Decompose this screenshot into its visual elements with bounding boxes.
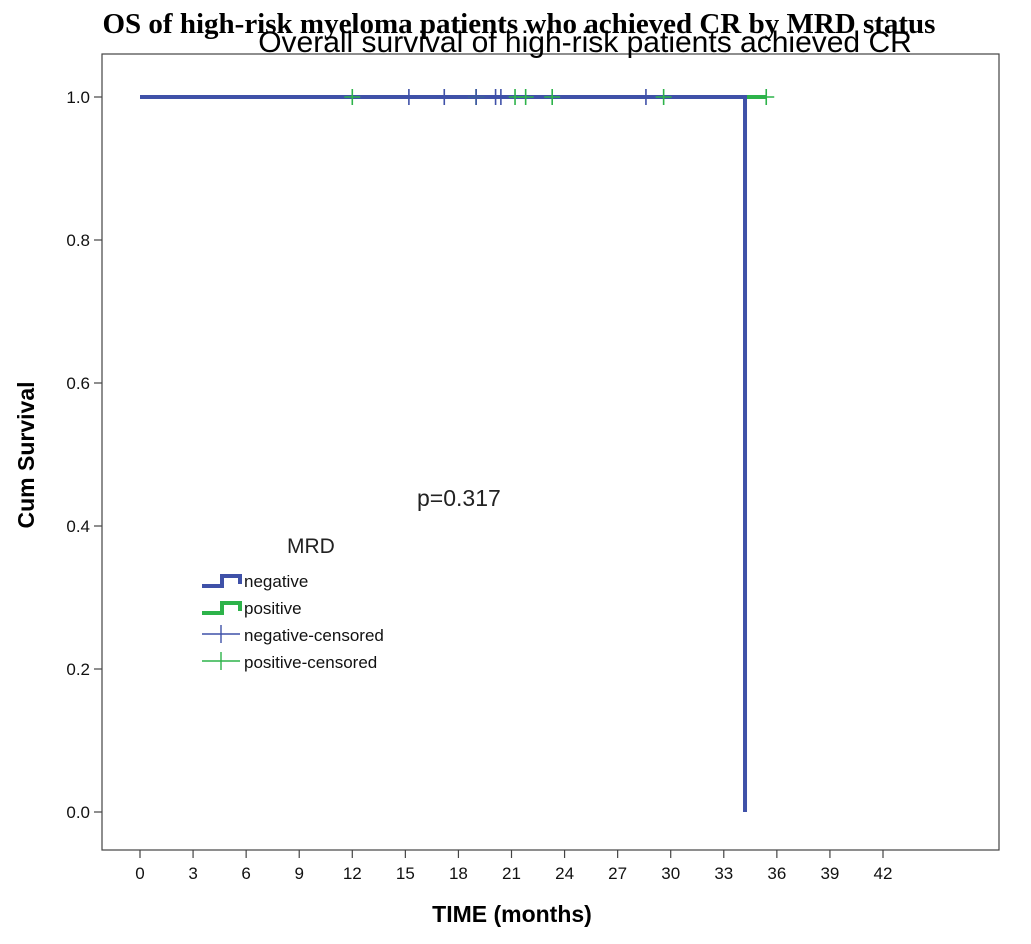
- legend-entry-positive-censored: positive-censored: [202, 652, 377, 672]
- x-tick-label: 27: [608, 864, 627, 883]
- y-tick-label: 1.0: [66, 88, 90, 107]
- x-axis-label: TIME (months): [432, 901, 592, 927]
- x-tick-label: 36: [767, 864, 786, 883]
- censor-mark-negative: [436, 89, 453, 105]
- y-tick-label: 0.2: [66, 660, 90, 679]
- x-tick-label: 9: [294, 864, 303, 883]
- legend-entry-negative: negative: [202, 572, 308, 591]
- legend-label: negative-censored: [244, 626, 384, 645]
- legend-step-symbol: [202, 601, 242, 615]
- legend: MRD negative positive negative-censored pos…: [202, 535, 384, 672]
- x-tick-label: 3: [188, 864, 197, 883]
- y-tick-label: 0.8: [66, 231, 90, 250]
- y-axis-label: Cum Survival: [13, 382, 39, 529]
- x-tick-label: 33: [714, 864, 733, 883]
- series-line-negative: [140, 95, 748, 812]
- legend-step-symbol: [202, 574, 242, 588]
- legend-title: MRD: [287, 535, 335, 558]
- chart-title: OS of high-risk myeloma patients who ach…: [103, 8, 936, 40]
- p-value-annotation: p=0.317: [417, 485, 501, 511]
- censor-mark-negative: [637, 89, 654, 105]
- x-tick-label: 24: [555, 864, 574, 883]
- y-tick-label: 0.4: [66, 517, 90, 536]
- x-tick-label: 30: [661, 864, 680, 883]
- y-tick-label: 0.0: [66, 803, 90, 822]
- x-tick-label: 18: [449, 864, 468, 883]
- legend-label: positive: [244, 599, 302, 618]
- legend-entry-negative-censored: negative-censored: [202, 625, 384, 645]
- x-tick-label: 21: [502, 864, 521, 883]
- x-tick-label: 15: [396, 864, 415, 883]
- censor-mark-positive: [655, 89, 672, 105]
- legend-entry-positive: positive: [202, 599, 302, 618]
- x-tick-label: 42: [874, 864, 893, 883]
- censor-mark-positive: [544, 89, 561, 105]
- legend-label: negative: [244, 572, 308, 591]
- plot-frame: [101, 53, 1000, 851]
- censor-mark-negative: [400, 89, 417, 105]
- y-axis: 0.0 0.2 0.4 0.6 0.8 1.0: [66, 88, 102, 822]
- legend-label: positive-censored: [244, 653, 377, 672]
- x-axis: 0 3 6 9 12 15 18 21 24 27 30 33 36 39 42: [135, 850, 892, 883]
- x-tick-label: 0: [135, 864, 144, 883]
- censor-mark-negative: [468, 89, 485, 105]
- censor-mark-positive: [517, 89, 534, 105]
- censor-mark-positive: [344, 89, 361, 105]
- x-tick-label: 6: [241, 864, 250, 883]
- y-tick-label: 0.6: [66, 374, 90, 393]
- series-layer: [140, 89, 775, 812]
- censor-mark-positive: [758, 89, 775, 105]
- chart-subtitle: Overall survival of high-risk patients a…: [258, 26, 912, 59]
- x-tick-label: 12: [343, 864, 362, 883]
- x-tick-label: 39: [820, 864, 839, 883]
- censor-mark-negative: [492, 89, 509, 105]
